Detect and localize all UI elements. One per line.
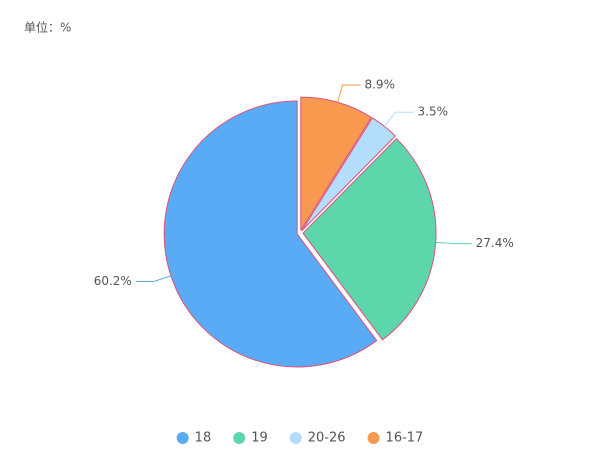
leader-line: [337, 84, 361, 103]
leader-line: [435, 241, 472, 245]
legend-label: 16-17: [386, 431, 424, 446]
leader-line: [135, 275, 172, 283]
data-label: 8.9%: [364, 77, 395, 91]
pie-slice: [301, 117, 396, 232]
pie-slice: [302, 138, 437, 341]
data-label: 3.5%: [418, 105, 449, 119]
legend-marker: [176, 432, 189, 444]
data-label: 27.4%: [476, 236, 514, 250]
legend-label: 19: [251, 431, 268, 446]
legend-marker: [289, 432, 302, 444]
data-label: 60.2%: [94, 274, 132, 288]
legend-marker: [233, 432, 246, 444]
pie-slice: [163, 100, 378, 368]
leader-line: [383, 111, 414, 127]
legend-marker: [367, 432, 380, 444]
chart-title: 单位：%: [24, 20, 71, 35]
legend-label: 20-26: [308, 431, 346, 446]
legend-label: 18: [195, 431, 212, 446]
